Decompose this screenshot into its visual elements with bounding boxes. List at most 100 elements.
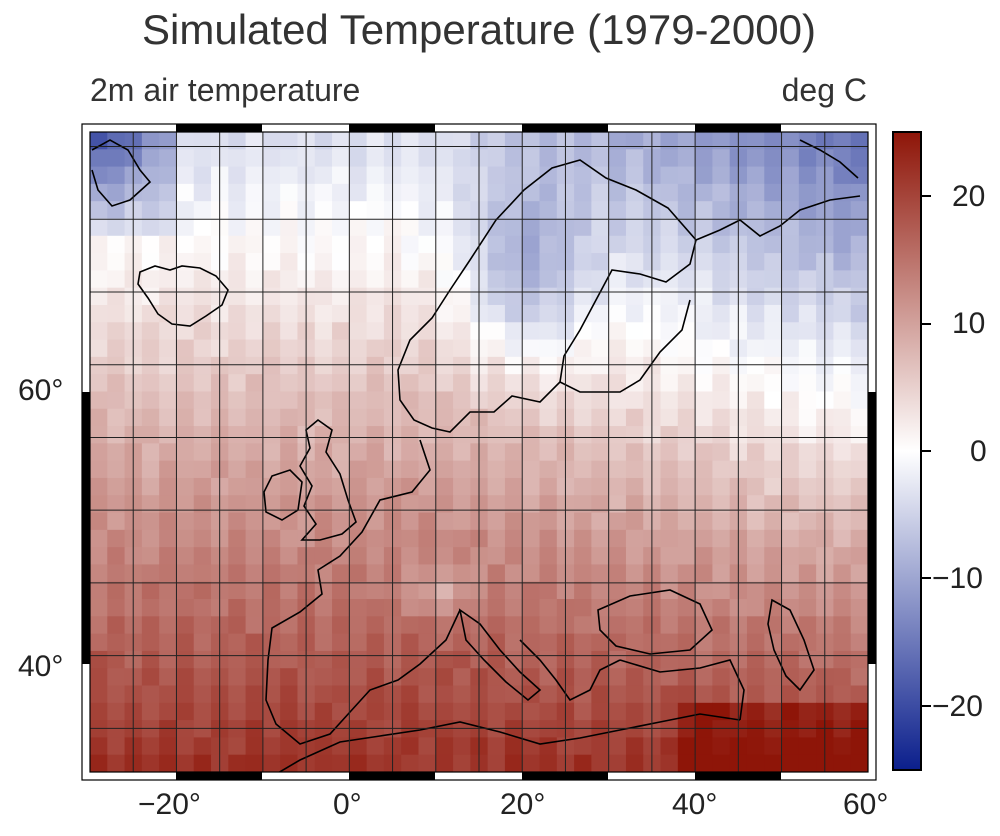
grid-cell: [625, 356, 644, 375]
grid-cell: [314, 322, 333, 341]
grid-cell: [159, 529, 178, 548]
grid-cell: [90, 685, 108, 704]
grid-cell: [228, 564, 247, 583]
grid-cell: [781, 218, 800, 237]
grid-cell: [850, 512, 868, 531]
grid-cell: [487, 633, 506, 652]
grid-cell: [453, 183, 471, 202]
grid-cell: [418, 668, 437, 687]
grid-cell: [850, 183, 868, 202]
grid-cell: [90, 668, 108, 687]
grid-cell: [504, 132, 523, 150]
grid-cell: [712, 495, 731, 514]
grid-cell: [539, 564, 558, 583]
grid-cell: [798, 149, 817, 168]
grid-cell: [504, 564, 523, 583]
grid-cell: [712, 322, 731, 341]
grid-cell: [453, 270, 471, 289]
grid-cell: [522, 426, 541, 444]
grid-cell: [193, 633, 212, 652]
grid-cell: [314, 304, 333, 323]
grid-cell: [176, 599, 195, 617]
grid-cell: [435, 287, 454, 306]
grid-cell: [107, 426, 126, 444]
grid-cell: [504, 426, 523, 444]
grid-cell: [245, 564, 264, 583]
grid-cell: [435, 218, 454, 237]
grid-cell: [107, 287, 126, 306]
grid-cell: [366, 374, 385, 393]
grid-cell: [781, 495, 800, 514]
grid-cell: [487, 599, 506, 617]
grid-cell: [608, 547, 627, 566]
grid-cell: [574, 477, 592, 496]
grid-cell: [228, 460, 247, 479]
grid-cell: [695, 253, 713, 271]
grid-cell: [141, 270, 160, 289]
grid-cell: [228, 166, 247, 185]
grid-cell: [574, 702, 592, 721]
grid-cell: [90, 754, 108, 772]
grid-cell: [833, 702, 852, 721]
grid-cell: [141, 650, 160, 669]
grid-cell: [332, 754, 350, 772]
grid-cell: [245, 529, 264, 548]
grid-cell: [401, 183, 420, 202]
grid-cell: [366, 512, 385, 531]
grid-cell: [107, 529, 126, 548]
grid-cell: [798, 322, 817, 341]
grid-cell: [176, 512, 195, 531]
grid-cell: [608, 132, 627, 150]
grid-cell: [625, 339, 644, 358]
grid-cell: [245, 616, 264, 635]
grid-cell: [539, 218, 558, 237]
grid-cell: [504, 408, 523, 427]
grid-cell: [591, 495, 610, 514]
grid-cell: [262, 668, 281, 687]
grid-cell: [608, 633, 627, 652]
grid-cell: [591, 322, 610, 341]
grid-cell: [435, 183, 454, 202]
grid-cell: [695, 668, 713, 687]
grid-cell: [833, 460, 852, 479]
grid-cell: [453, 443, 471, 462]
grid-cell: [539, 495, 558, 514]
grid-cell: [781, 374, 800, 393]
grid-cell: [591, 183, 610, 202]
grid-cell: [764, 547, 783, 566]
grid-cell: [591, 702, 610, 721]
grid-cell: [781, 235, 800, 254]
iceland-outline: [137, 265, 229, 327]
grid-cell: [349, 253, 368, 271]
grid-cell: [228, 581, 247, 600]
grid-cell: [435, 391, 454, 410]
grid-cell: [764, 443, 783, 462]
grid-cell: [539, 339, 558, 358]
grid-cell: [695, 685, 713, 704]
colorbar-tick-label: −10: [932, 562, 983, 595]
grid-cell: [159, 564, 178, 583]
grid-cell: [487, 374, 506, 393]
grid-cell: [591, 668, 610, 687]
grid-cell: [107, 754, 126, 772]
grid-cell: [608, 270, 627, 289]
grid-cell: [435, 754, 454, 772]
grid-cell: [193, 477, 212, 496]
grid-cell: [332, 356, 350, 375]
grid-cell: [435, 235, 454, 254]
grid-cell: [625, 322, 644, 341]
grid-cell: [453, 477, 471, 496]
grid-cell: [608, 512, 627, 531]
grid-cell: [176, 529, 195, 548]
grid-cell: [504, 529, 523, 548]
grid-cell: [487, 737, 506, 756]
grid-cell: [107, 668, 126, 687]
grid-cell: [228, 650, 247, 669]
grid-cell: [660, 183, 679, 202]
grid-cell: [833, 685, 852, 704]
grid-cell: [262, 201, 281, 220]
grid-cell: [193, 408, 212, 427]
grid-cell: [712, 685, 731, 704]
grid-cell: [262, 270, 281, 289]
grid-cell: [176, 633, 195, 652]
